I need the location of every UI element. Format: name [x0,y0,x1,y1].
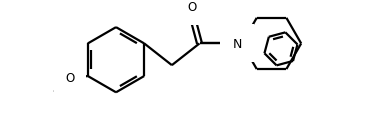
Text: N: N [233,38,241,50]
Text: O: O [65,72,75,85]
Text: N: N [232,38,242,50]
Text: O: O [187,1,196,14]
Text: N: N [232,38,242,50]
